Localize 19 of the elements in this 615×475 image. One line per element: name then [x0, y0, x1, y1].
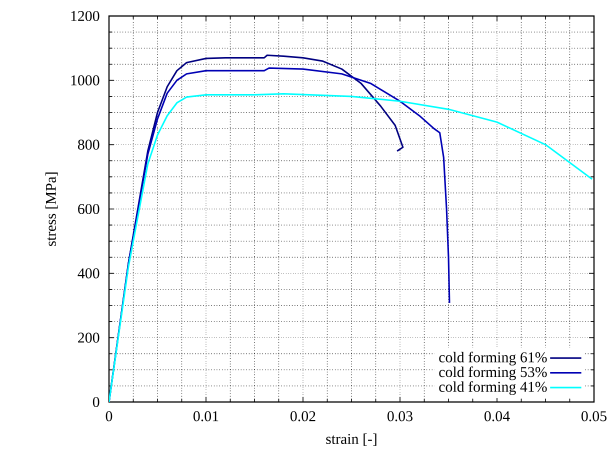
line-series — [109, 93, 593, 402]
y-tick-label: 400 — [78, 268, 100, 278]
x-tick-label: 0 — [106, 411, 112, 422]
y-tick-label: 1000 — [71, 75, 100, 86]
legend-label: cold forming 53% — [439, 366, 547, 380]
legend-label: cold forming 41% — [439, 381, 547, 395]
y-tick-label: 600 — [78, 204, 100, 214]
x-tick-label: 0.03 — [387, 411, 412, 422]
y-tick-label: 0 — [92, 396, 100, 408]
x-tick-label: 0.05 — [581, 411, 606, 422]
y-tick-label: 800 — [78, 140, 100, 150]
x-tick-label: 0.04 — [484, 411, 510, 422]
x-axis-title: strain [-] — [326, 433, 376, 446]
x-tick-label: 0.02 — [290, 411, 316, 422]
y-axis-title: stress [MPa] — [45, 172, 58, 246]
y-tick-label: 1200 — [71, 10, 100, 22]
x-tick-label: 0.01 — [193, 411, 218, 422]
legend-label: cold forming 61% — [439, 352, 547, 366]
y-tick-label: 200 — [78, 332, 100, 343]
